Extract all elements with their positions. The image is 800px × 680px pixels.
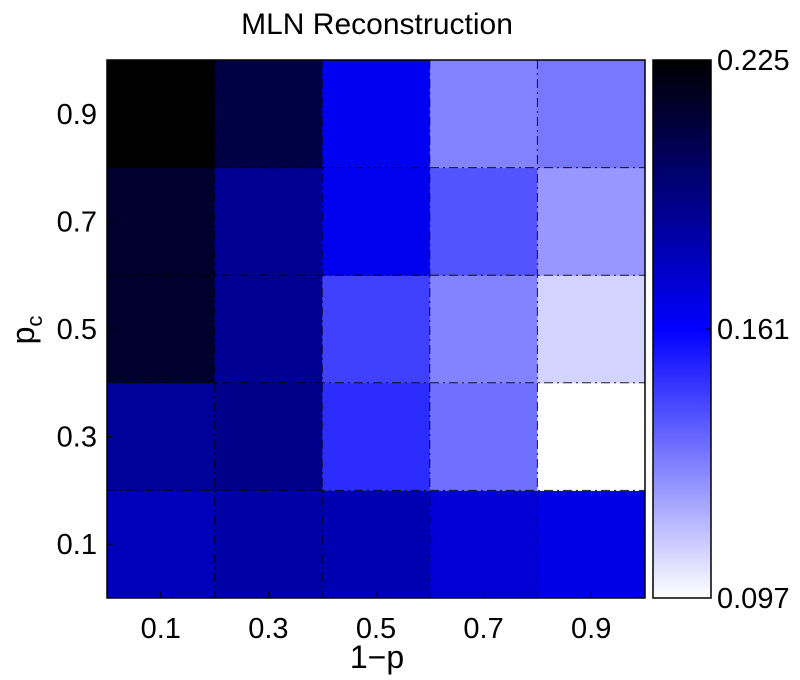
heatmap-cell-x0.1-y0.5 xyxy=(107,275,216,384)
colorbar-ticks: 0.097 0.161 0.225 xyxy=(705,45,790,615)
heatmap-cell-x0.1-y0.3 xyxy=(107,382,216,491)
heatmap-cell-x0.7-y0.9 xyxy=(429,60,538,169)
heatmap-cell-x0.9-y0.1 xyxy=(537,490,646,599)
y-axis-label: pc xyxy=(5,316,47,345)
colorbar xyxy=(652,59,712,599)
heatmap-cell-x0.3-y0.7 xyxy=(214,167,323,276)
heatmap-cell-x0.3-y0.1 xyxy=(214,490,323,599)
y-axis-label-base: p xyxy=(5,327,41,345)
colorbar-tick-label: 0.161 xyxy=(717,314,790,346)
x-axis-ticks: 0.1 0.3 0.5 0.7 0.9 xyxy=(141,592,611,645)
heatmap-cell-x0.1-y0.9 xyxy=(107,60,216,169)
heatmap-cell-x0.5-y0.9 xyxy=(322,60,431,169)
x-tick-label: 0.5 xyxy=(356,613,396,645)
colorbar-tick-label: 0.225 xyxy=(717,45,790,77)
y-axis-ticks: 0.1 0.3 0.5 0.7 0.9 xyxy=(57,99,113,561)
heatmap-cell-x0.5-y0.7 xyxy=(322,167,431,276)
heatmap-cell-x0.9-y0.9 xyxy=(537,60,646,169)
heatmap-cell-x0.7-y0.3 xyxy=(429,382,538,491)
colorbar-tick-label: 0.097 xyxy=(717,583,790,615)
y-tick-label: 0.1 xyxy=(57,529,97,561)
grid-lines xyxy=(107,60,645,598)
heatmap-cell-x0.9-y0.3 xyxy=(537,382,646,491)
heatmap-cell-x0.1-y0.1 xyxy=(107,490,216,599)
x-tick-label: 0.7 xyxy=(463,613,503,645)
heatmap-cell-x0.5-y0.5 xyxy=(322,275,431,384)
y-tick-label: 0.3 xyxy=(57,422,97,454)
heatmap-cell-x0.9-y0.7 xyxy=(537,167,646,276)
x-tick-label: 0.1 xyxy=(141,613,181,645)
heatmap-cell-x0.5-y0.1 xyxy=(322,490,431,599)
heatmap-cell-x0.3-y0.9 xyxy=(214,60,323,169)
heatmap-cell-x0.5-y0.3 xyxy=(322,382,431,491)
heatmap-cells xyxy=(107,60,646,599)
y-tick-label: 0.7 xyxy=(57,206,97,238)
y-axis-label-subscript: c xyxy=(22,316,47,327)
heatmap-cell-x0.7-y0.5 xyxy=(429,275,538,384)
heatmap-cell-x0.1-y0.7 xyxy=(107,167,216,276)
y-tick-label: 0.5 xyxy=(57,314,97,346)
heatmap-cell-x0.7-y0.7 xyxy=(429,167,538,276)
svg-text:pc: pc xyxy=(5,316,47,345)
heatmap-cell-x0.9-y0.5 xyxy=(537,275,646,384)
x-axis-label: 1−p xyxy=(350,639,404,675)
heatmap-cell-x0.3-y0.5 xyxy=(214,275,323,384)
x-tick-label: 0.9 xyxy=(571,613,611,645)
heatmap-cell-x0.7-y0.1 xyxy=(429,490,538,599)
chart-title: MLN Reconstruction xyxy=(241,8,513,41)
x-tick-label: 0.3 xyxy=(248,613,288,645)
y-tick-label: 0.9 xyxy=(57,99,97,131)
heatmap-cell-x0.3-y0.3 xyxy=(214,382,323,491)
